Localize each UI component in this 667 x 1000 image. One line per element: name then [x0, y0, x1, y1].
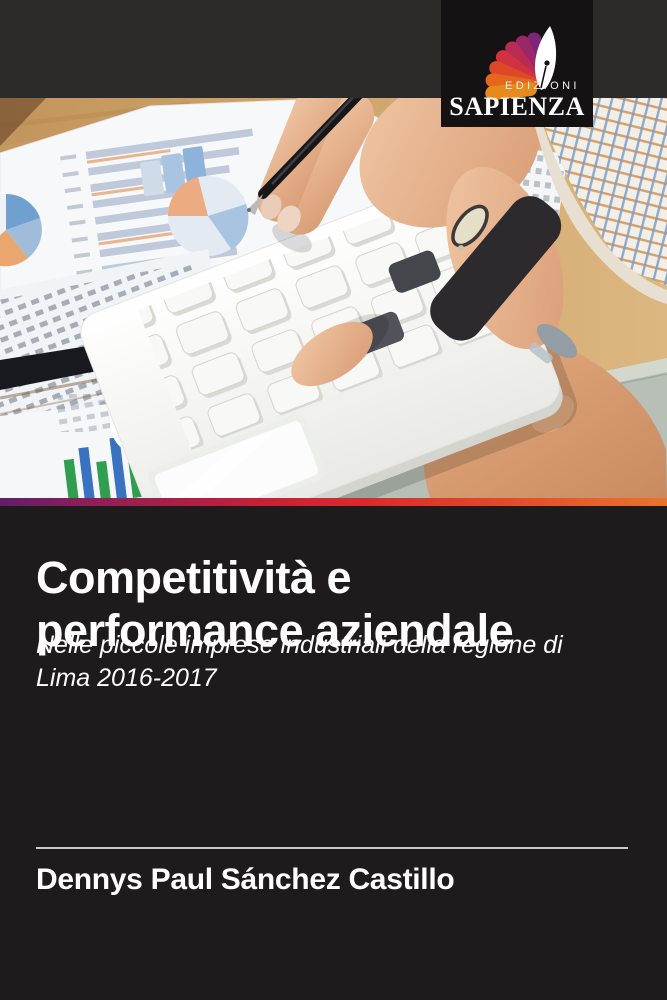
watch-graphic [430, 196, 578, 364]
publisher-imprint: EDIZIONI [505, 80, 580, 92]
book-title-line1: Competitività e [36, 552, 352, 604]
book-title-line2: performance aziendale [36, 605, 514, 657]
author-name: Dennys Paul Sánchez Castillo [36, 863, 455, 896]
book-subtitle-line1: Nelle piccole imprese industriali della … [36, 631, 563, 659]
book-subtitle: Nelle piccole imprese industriali della … [36, 629, 616, 695]
author-divider [36, 847, 628, 849]
column-chart-graphic [140, 146, 208, 197]
book-subtitle-line2: Lima 2016-2017 [36, 664, 217, 692]
pen-graphic [247, 98, 363, 215]
left-edge-pie-graphic [0, 193, 42, 267]
right-hand-graphic [247, 98, 667, 364]
publisher-name: SAPIENZA [449, 92, 585, 121]
book-title: Competitività e performance aziendale [36, 551, 636, 657]
accent-bar [0, 498, 667, 506]
thumb-graphic [291, 313, 389, 387]
shirt-cuff-graphic [530, 98, 667, 304]
faint-pie-graphic [167, 176, 249, 256]
quill-pen-icon [534, 26, 557, 90]
publisher-logo: EDIZIONI SAPIENZA [441, 0, 593, 127]
cover-photo [0, 98, 667, 498]
